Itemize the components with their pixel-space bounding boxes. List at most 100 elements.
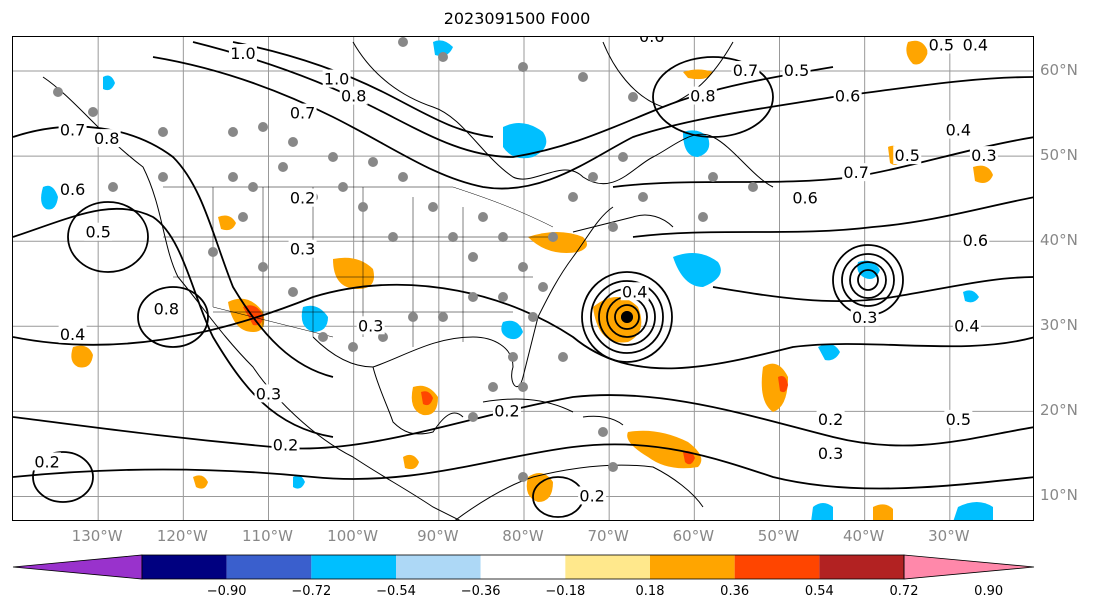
dot [398, 37, 408, 47]
contour-label-bg [288, 103, 317, 122]
contour-label-bg [731, 61, 760, 80]
contour-label: 0.2 [579, 486, 604, 505]
contour-label-bg [791, 188, 820, 207]
contour-line [13, 125, 334, 378]
contour-label-bg [620, 282, 649, 301]
graticule [13, 37, 1033, 520]
contour-label: 0.8 [154, 299, 179, 318]
contour-label-bg [637, 37, 666, 45]
contour-label-bg [356, 316, 385, 335]
orange-patch [683, 69, 713, 80]
contour-line [13, 443, 1033, 490]
contour-label: 0.2 [34, 452, 59, 471]
contour-label-bg [58, 180, 87, 199]
colorbar-tick-label: −0.90 [206, 584, 247, 599]
dot [238, 212, 248, 222]
dot [618, 152, 628, 162]
x-tick-label: 80°W [502, 527, 544, 545]
dot [398, 172, 408, 182]
hurricane-center [621, 311, 633, 323]
contour-label: 0.7 [733, 61, 758, 80]
contour-label-bg [58, 120, 87, 139]
contour-label-bg [84, 222, 113, 241]
contour-labels: 1.01.00.80.70.80.70.50.60.60.40.50.40.50… [33, 37, 998, 505]
shaded-anomaly-areas [41, 40, 993, 520]
dot [748, 182, 758, 192]
colorbar-segment [734, 555, 820, 579]
orange-patch [873, 504, 893, 520]
contour-label-bg [254, 384, 283, 403]
colorbar-extend-low [12, 554, 143, 580]
colorbar-tick-label: −0.72 [291, 584, 332, 599]
contour-ring [67, 201, 149, 273]
dot [438, 52, 448, 62]
contour-label-bg [944, 409, 973, 428]
colorbar-segment [480, 555, 566, 579]
colorbar-segment [311, 555, 396, 579]
contour-label: 0.4 [946, 121, 971, 140]
gulf-coast [312, 206, 614, 388]
orange-patch [906, 40, 928, 65]
y-tick-label: 20°N [1040, 401, 1078, 420]
contour-line [13, 394, 1033, 450]
dot [408, 312, 418, 322]
south-america-north [454, 464, 704, 520]
contour-label: 0.6 [963, 231, 988, 250]
x-tick-label: 50°W [757, 527, 800, 545]
dot [558, 352, 568, 362]
contour-label-bg [688, 86, 717, 105]
dot [518, 262, 528, 272]
colorbar-outline [141, 554, 905, 580]
dot [588, 172, 598, 182]
dot [328, 152, 338, 162]
contour-label-bg [961, 37, 990, 54]
blue-patch [953, 502, 993, 520]
x-tick-label: 60°W [672, 527, 715, 545]
dot [608, 222, 618, 232]
dot [608, 462, 618, 472]
contour-label: 0.8 [690, 87, 715, 106]
contour-label: 0.7 [60, 121, 85, 140]
contour-label: 0.4 [622, 282, 647, 301]
contour-label: 0.5 [929, 37, 954, 55]
red-patch [421, 391, 433, 406]
contour-label-bg [152, 299, 181, 318]
map-canvas: 1.01.00.80.70.80.70.50.60.60.40.50.40.50… [13, 37, 1033, 520]
contour-label-bg [92, 129, 121, 148]
contour-label-bg [833, 86, 862, 105]
contour-label: 0.3 [852, 308, 877, 327]
dot [518, 62, 528, 72]
contour-label-bg [492, 401, 521, 420]
blue-patch [963, 290, 979, 303]
contour-label-bg [969, 146, 998, 165]
nova-scotia [572, 214, 674, 233]
contour-ring [137, 286, 209, 348]
dot [468, 292, 478, 302]
orange-patch [193, 475, 208, 489]
contour-label-bg [850, 307, 879, 326]
dot [53, 87, 63, 97]
contour-label-bg [961, 231, 990, 250]
contour-label: 0.3 [971, 146, 996, 165]
contour-label-bg [33, 452, 62, 471]
dot [638, 192, 648, 202]
dot [428, 202, 438, 212]
contour-label-bg [816, 443, 845, 462]
dot [598, 427, 608, 437]
contour-label: 0.3 [358, 316, 383, 335]
contour-line [13, 207, 334, 438]
contour-label-bg [322, 69, 351, 88]
contour-label: 1.0 [324, 70, 349, 89]
storm-contour [832, 244, 904, 316]
dot [438, 312, 448, 322]
contour-label: 0.8 [94, 129, 119, 148]
contour-label: 0.8 [341, 87, 366, 106]
contour-label-bg [893, 146, 922, 165]
contour-label: 0.6 [792, 189, 817, 208]
dot [448, 232, 458, 242]
dot [228, 172, 238, 182]
contour-label: 0.3 [818, 444, 843, 463]
contour-label: 0.4 [60, 325, 85, 344]
y-tick-label: 60°N [1040, 61, 1078, 80]
colorbar-tick-label: 0.18 [635, 584, 665, 599]
